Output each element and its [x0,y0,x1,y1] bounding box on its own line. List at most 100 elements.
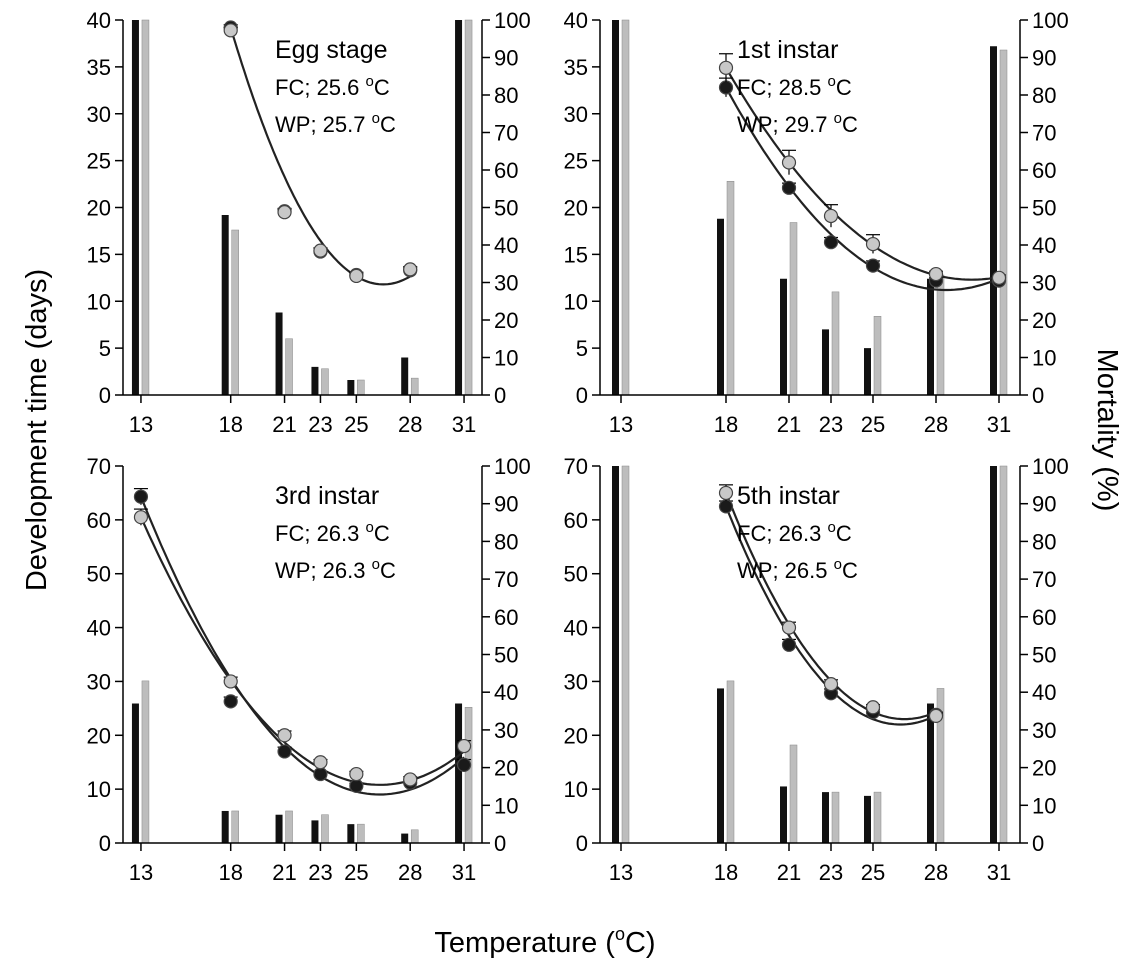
annotation-unit-sup: o [834,556,842,573]
bar-mortality-fc [275,312,283,395]
y-right-tick-label: 10 [1032,793,1056,818]
x-tick-label: 21 [777,412,801,437]
y-left-tick-label: 20 [564,196,588,221]
bar-mortality-wp [285,338,293,396]
bar-mortality-wp [410,829,419,844]
y-right-tick-label: 100 [494,454,531,479]
x-tick-label: 28 [398,860,422,885]
panel-1: 0 5 10 15 20 25 30 35 40 0 10 20 30 40 50 60 70 80 90 100 13… [87,8,531,437]
y-right-tick-label: 90 [494,46,518,71]
x-tick-label: 31 [987,412,1011,437]
y-left-tick-label: 15 [564,242,588,267]
annotation-unit-sup: o [828,519,836,536]
bar-mortality-fc [822,792,829,843]
annotation-label: FC; [737,75,779,100]
y-right-tick-label: 90 [494,492,518,517]
annotation-label: WP; [275,112,323,137]
y-right-tick-label: 30 [494,271,518,296]
annotation-unit: C [842,558,858,583]
x-tick-label: 13 [609,412,633,437]
point-development-wp [349,268,364,284]
annotation-fc: FC; 25.6 oC [275,73,390,100]
x-tick-label: 18 [714,412,738,437]
y-left-tick-label: 40 [87,616,111,641]
point-development-wp [718,485,734,501]
annotation-label: WP; [737,112,785,137]
y-left-tick-label: 25 [564,149,588,174]
bar-mortality-fc [401,357,409,395]
y-left-tick-label: 25 [87,149,111,174]
y-right-tick-label: 40 [1032,680,1056,705]
annotation-label: WP; [737,558,785,583]
bar-mortality-wp [726,680,735,844]
y-right-tick-label: 60 [1032,605,1056,630]
bar-mortality-wp [141,19,150,396]
bar-mortality-fc [990,466,997,843]
y-right-tick-label: 30 [494,718,518,743]
x-tick-label: 31 [452,860,476,885]
bar-mortality-fc [131,20,139,395]
x-tick-label: 21 [777,860,801,885]
y-right-tick-label: 80 [494,83,518,108]
bar-mortality-wp [464,707,473,844]
point-development-fc [718,499,734,514]
x-axis-title-sup: o [615,924,625,944]
point-development-wp [991,270,1007,285]
y-right-tick-label: 100 [494,8,531,33]
x-tick-label: 21 [272,860,296,885]
x-tick-label: 13 [129,412,153,437]
bar-mortality-fc [864,348,871,395]
point-development-wp [928,266,944,282]
panel-title: Egg stage [275,36,388,64]
bar-mortality-wp [410,377,419,396]
y-right-tick-label: 70 [494,121,518,146]
bar-mortality-wp [285,810,293,844]
bar-mortality-fc [455,20,463,395]
y-left-tick-label: 20 [87,723,111,748]
point-development-wp [823,208,839,224]
point-development-wp [928,708,944,723]
y-left-tick-label: 10 [87,777,111,802]
y-right-tick-label: 30 [1032,718,1056,743]
y-right-tick-label: 40 [494,680,518,705]
panels: 0510152025303540010203040506070809010013… [87,8,1069,885]
y-right-tick-label: 0 [1032,831,1044,856]
y-right-tick-label: 80 [1032,83,1056,108]
y-right-tick-label: 20 [494,308,518,333]
x-tick-label: 23 [308,412,332,437]
annotation-value: 26.3 [779,521,828,546]
y-right-tick-label: 40 [1032,233,1056,258]
y-left-tick-label: 30 [564,669,588,694]
y-right-tick-label: 100 [1032,454,1069,479]
point-development-wp [403,262,418,277]
point-development-wp [865,700,881,715]
point-development-fc [133,489,149,504]
y-right-tick-label: 80 [1032,529,1056,554]
bar-mortality-wp [999,465,1008,844]
y-right-tick-label: 30 [1032,271,1056,296]
x-tick-label: 25 [344,860,368,885]
y-right-tick-label: 100 [1032,8,1069,33]
x-tick-label: 23 [819,412,843,437]
point-development-wp [313,243,328,258]
x-tick-label: 25 [861,860,885,885]
point-development-wp [223,23,238,38]
annotation-unit-sup: o [366,73,374,90]
y-left-tick-label: 5 [99,336,111,361]
bar-mortality-fc [221,215,229,395]
y-left-tick-label: 20 [564,723,588,748]
point-development-wp [403,772,418,787]
bar-mortality-wp [999,49,1008,396]
annotation-label: FC; [275,521,317,546]
x-axis-title-text: Temperature ( [434,927,615,959]
panel-3: 0 10 20 30 40 50 60 70 0 10 20 30 40 50 60 70 80 90 100 13 1… [87,454,531,885]
y-right-tick-label: 10 [494,793,518,818]
bar-mortality-fc [401,833,409,843]
bar-mortality-wp [831,291,840,396]
y-left-tick-label: 50 [564,562,588,587]
x-tick-label: 23 [308,860,332,885]
y-right-tick-label: 90 [1032,46,1056,71]
bar-mortality-wp [231,810,239,844]
y-right-tick-label: 40 [494,233,518,258]
